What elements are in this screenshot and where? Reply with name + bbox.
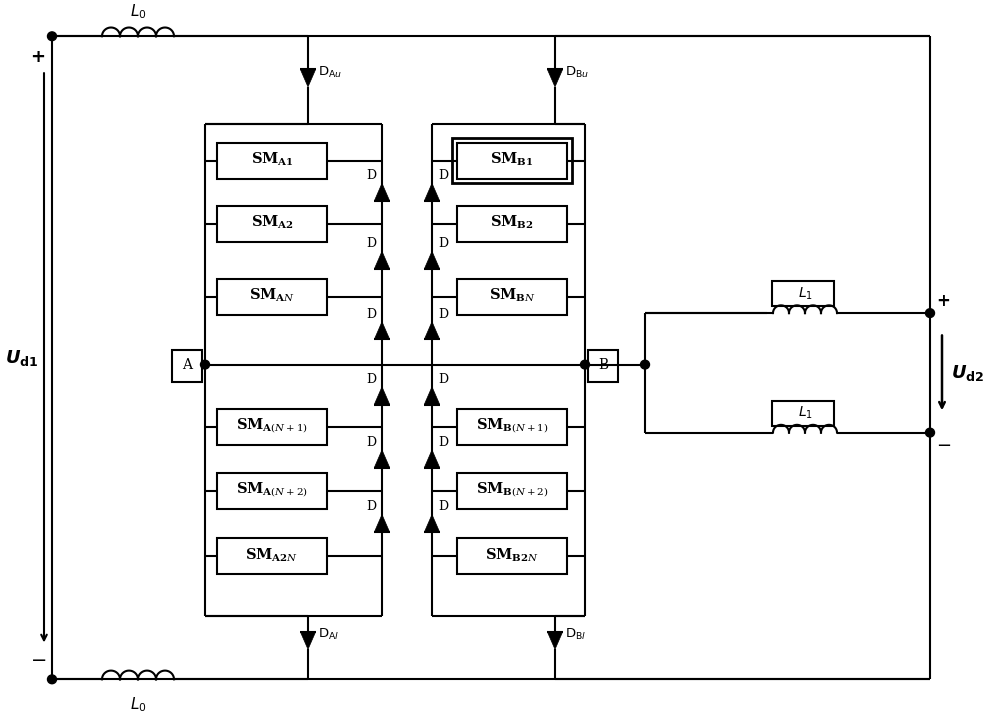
Text: $\boldsymbol{U}_{\mathbf{d2}}$: $\boldsymbol{U}_{\mathbf{d2}}$ bbox=[951, 363, 985, 383]
Text: D: D bbox=[366, 436, 376, 449]
Bar bbox=[588, 350, 618, 382]
Bar bbox=[217, 142, 327, 178]
Polygon shape bbox=[547, 69, 563, 87]
Bar bbox=[772, 281, 834, 306]
Polygon shape bbox=[424, 251, 440, 269]
Bar bbox=[217, 279, 327, 314]
Circle shape bbox=[926, 309, 935, 317]
Circle shape bbox=[640, 360, 650, 369]
Text: $\mathbf{SM}$$_{\mathbf{A}(N+1)}$: $\mathbf{SM}$$_{\mathbf{A}(N+1)}$ bbox=[236, 417, 308, 435]
Text: $\mathbf{SM}$$_{\mathbf{B2}}$: $\mathbf{SM}$$_{\mathbf{B2}}$ bbox=[490, 214, 534, 231]
Polygon shape bbox=[424, 183, 440, 201]
Polygon shape bbox=[374, 251, 390, 269]
Bar bbox=[452, 137, 572, 183]
Bar bbox=[457, 205, 567, 242]
Text: +: + bbox=[30, 48, 46, 66]
Text: $\mathrm{D}_{\mathrm{B}l}$: $\mathrm{D}_{\mathrm{B}l}$ bbox=[565, 627, 586, 642]
Polygon shape bbox=[300, 632, 316, 649]
Bar bbox=[772, 400, 834, 426]
Polygon shape bbox=[300, 69, 316, 87]
Text: $\mathbf{SM}$$_{\mathbf{A}N}$: $\mathbf{SM}$$_{\mathbf{A}N}$ bbox=[249, 287, 295, 304]
Bar bbox=[457, 409, 567, 445]
Circle shape bbox=[926, 428, 935, 437]
Text: $\mathbf{SM}$$_{\mathbf{A1}}$: $\mathbf{SM}$$_{\mathbf{A1}}$ bbox=[251, 151, 293, 168]
Polygon shape bbox=[374, 450, 390, 468]
Text: $\mathbf{SM}$$_{\mathbf{B}(N+1)}$: $\mathbf{SM}$$_{\mathbf{B}(N+1)}$ bbox=[476, 417, 548, 435]
Circle shape bbox=[48, 675, 56, 684]
Bar bbox=[217, 473, 327, 509]
Polygon shape bbox=[374, 387, 390, 405]
Bar bbox=[217, 538, 327, 574]
Text: D: D bbox=[438, 372, 448, 386]
Text: D: D bbox=[366, 237, 376, 250]
Text: D: D bbox=[438, 500, 448, 513]
Text: $\mathrm{D}_{\mathrm{A}u}$: $\mathrm{D}_{\mathrm{A}u}$ bbox=[318, 64, 342, 79]
Text: $\mathrm{D}_{\mathrm{B}u}$: $\mathrm{D}_{\mathrm{B}u}$ bbox=[565, 64, 589, 79]
Text: A: A bbox=[182, 357, 192, 372]
Circle shape bbox=[200, 360, 209, 369]
Text: $\mathbf{SM}$$_{\mathbf{A2}}$: $\mathbf{SM}$$_{\mathbf{A2}}$ bbox=[251, 214, 293, 231]
Text: B: B bbox=[598, 357, 608, 372]
Bar bbox=[457, 279, 567, 314]
Text: $L_1$: $L_1$ bbox=[798, 405, 812, 422]
Text: D: D bbox=[366, 169, 376, 182]
Bar bbox=[457, 142, 567, 178]
Text: $\mathrm{D}_{\mathrm{A}l}$: $\mathrm{D}_{\mathrm{A}l}$ bbox=[318, 627, 339, 642]
Text: $L_0$: $L_0$ bbox=[130, 695, 146, 714]
Text: D: D bbox=[438, 237, 448, 250]
Polygon shape bbox=[374, 321, 390, 339]
Polygon shape bbox=[374, 515, 390, 532]
Text: $\mathbf{SM}$$_{\mathbf{A}(N+2)}$: $\mathbf{SM}$$_{\mathbf{A}(N+2)}$ bbox=[236, 480, 308, 499]
Text: D: D bbox=[366, 308, 376, 321]
Polygon shape bbox=[547, 632, 563, 649]
Polygon shape bbox=[374, 183, 390, 201]
Text: $\boldsymbol{U}_{\mathbf{d1}}$: $\boldsymbol{U}_{\mathbf{d1}}$ bbox=[5, 348, 39, 368]
Polygon shape bbox=[424, 515, 440, 532]
Text: $\mathbf{SM}$$_{\mathbf{B1}}$: $\mathbf{SM}$$_{\mathbf{B1}}$ bbox=[490, 151, 534, 168]
Polygon shape bbox=[424, 321, 440, 339]
Text: $L_1$: $L_1$ bbox=[798, 286, 812, 302]
Bar bbox=[172, 350, 202, 382]
Text: $\mathbf{SM}$$_{\mathbf{B}N}$: $\mathbf{SM}$$_{\mathbf{B}N}$ bbox=[489, 287, 535, 304]
Bar bbox=[457, 473, 567, 509]
Bar bbox=[217, 205, 327, 242]
Text: $L_0$: $L_0$ bbox=[130, 2, 146, 21]
Text: $\mathbf{SM}$$_{\mathbf{B}(N+2)}$: $\mathbf{SM}$$_{\mathbf{B}(N+2)}$ bbox=[476, 480, 548, 499]
Polygon shape bbox=[424, 450, 440, 468]
Text: $\mathbf{SM}$$_{\mathbf{B2}N}$: $\mathbf{SM}$$_{\mathbf{B2}N}$ bbox=[485, 546, 539, 563]
Text: D: D bbox=[438, 308, 448, 321]
Text: $\mathbf{SM}$$_{\mathbf{A2}N}$: $\mathbf{SM}$$_{\mathbf{A2}N}$ bbox=[245, 546, 299, 563]
Text: +: + bbox=[936, 292, 950, 311]
Circle shape bbox=[580, 360, 590, 369]
Bar bbox=[457, 538, 567, 574]
Text: D: D bbox=[366, 500, 376, 513]
Bar bbox=[217, 409, 327, 445]
Circle shape bbox=[48, 32, 56, 41]
Text: $-$: $-$ bbox=[30, 649, 46, 668]
Polygon shape bbox=[424, 387, 440, 405]
Text: D: D bbox=[366, 372, 376, 386]
Text: D: D bbox=[438, 169, 448, 182]
Text: $-$: $-$ bbox=[936, 435, 951, 453]
Text: D: D bbox=[438, 436, 448, 449]
